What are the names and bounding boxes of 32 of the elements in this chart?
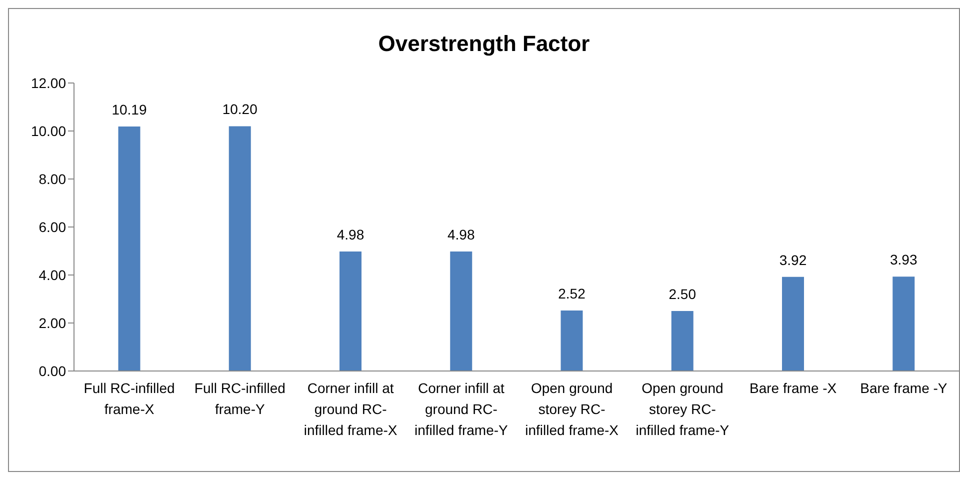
y-tick-label: 0.00 bbox=[38, 362, 66, 379]
bar bbox=[782, 276, 804, 371]
bar bbox=[671, 311, 694, 371]
bar bbox=[118, 126, 140, 371]
bar bbox=[892, 276, 915, 371]
x-tick-label: Bare frame -Y bbox=[860, 380, 948, 396]
y-tick-label: 4.00 bbox=[38, 266, 66, 283]
data-label: 4.98 bbox=[336, 226, 364, 242]
bar bbox=[228, 126, 251, 371]
chart-title: Overstrength Factor bbox=[377, 31, 591, 57]
y-tick-label: 12.00 bbox=[30, 74, 66, 91]
bar bbox=[340, 251, 362, 371]
bar bbox=[450, 251, 472, 371]
y-tick-label: 6.00 bbox=[38, 218, 66, 235]
data-label: 3.92 bbox=[779, 252, 807, 268]
y-tick-label: 10.00 bbox=[30, 122, 66, 139]
bar bbox=[560, 310, 583, 371]
data-label: 4.98 bbox=[448, 226, 475, 242]
x-tick-label: Bare frame -X bbox=[749, 380, 838, 396]
x-tick-label: Full RC-infilled frame-Y bbox=[194, 380, 286, 417]
x-tick-label: Open ground storey RC-infilled frame-Y bbox=[636, 380, 730, 438]
data-label: 10.19 bbox=[112, 101, 147, 118]
data-label: 2.50 bbox=[668, 286, 696, 302]
data-label: 2.52 bbox=[558, 286, 586, 302]
y-tick-label: 2.00 bbox=[38, 314, 66, 331]
x-tick-label: Corner infill at ground RC-infilled frame-X bbox=[304, 380, 398, 438]
data-label: 3.93 bbox=[890, 252, 918, 268]
y-tick-label: 8.00 bbox=[38, 170, 66, 187]
x-tick-label: Full RC-infilled frame-X bbox=[84, 380, 175, 417]
data-label: 10.20 bbox=[222, 101, 258, 118]
x-tick-label: Corner infill at ground RC-infilled frame-Y bbox=[414, 380, 509, 438]
x-tick-label: Open ground storey RC-infilled frame-X bbox=[525, 380, 620, 438]
